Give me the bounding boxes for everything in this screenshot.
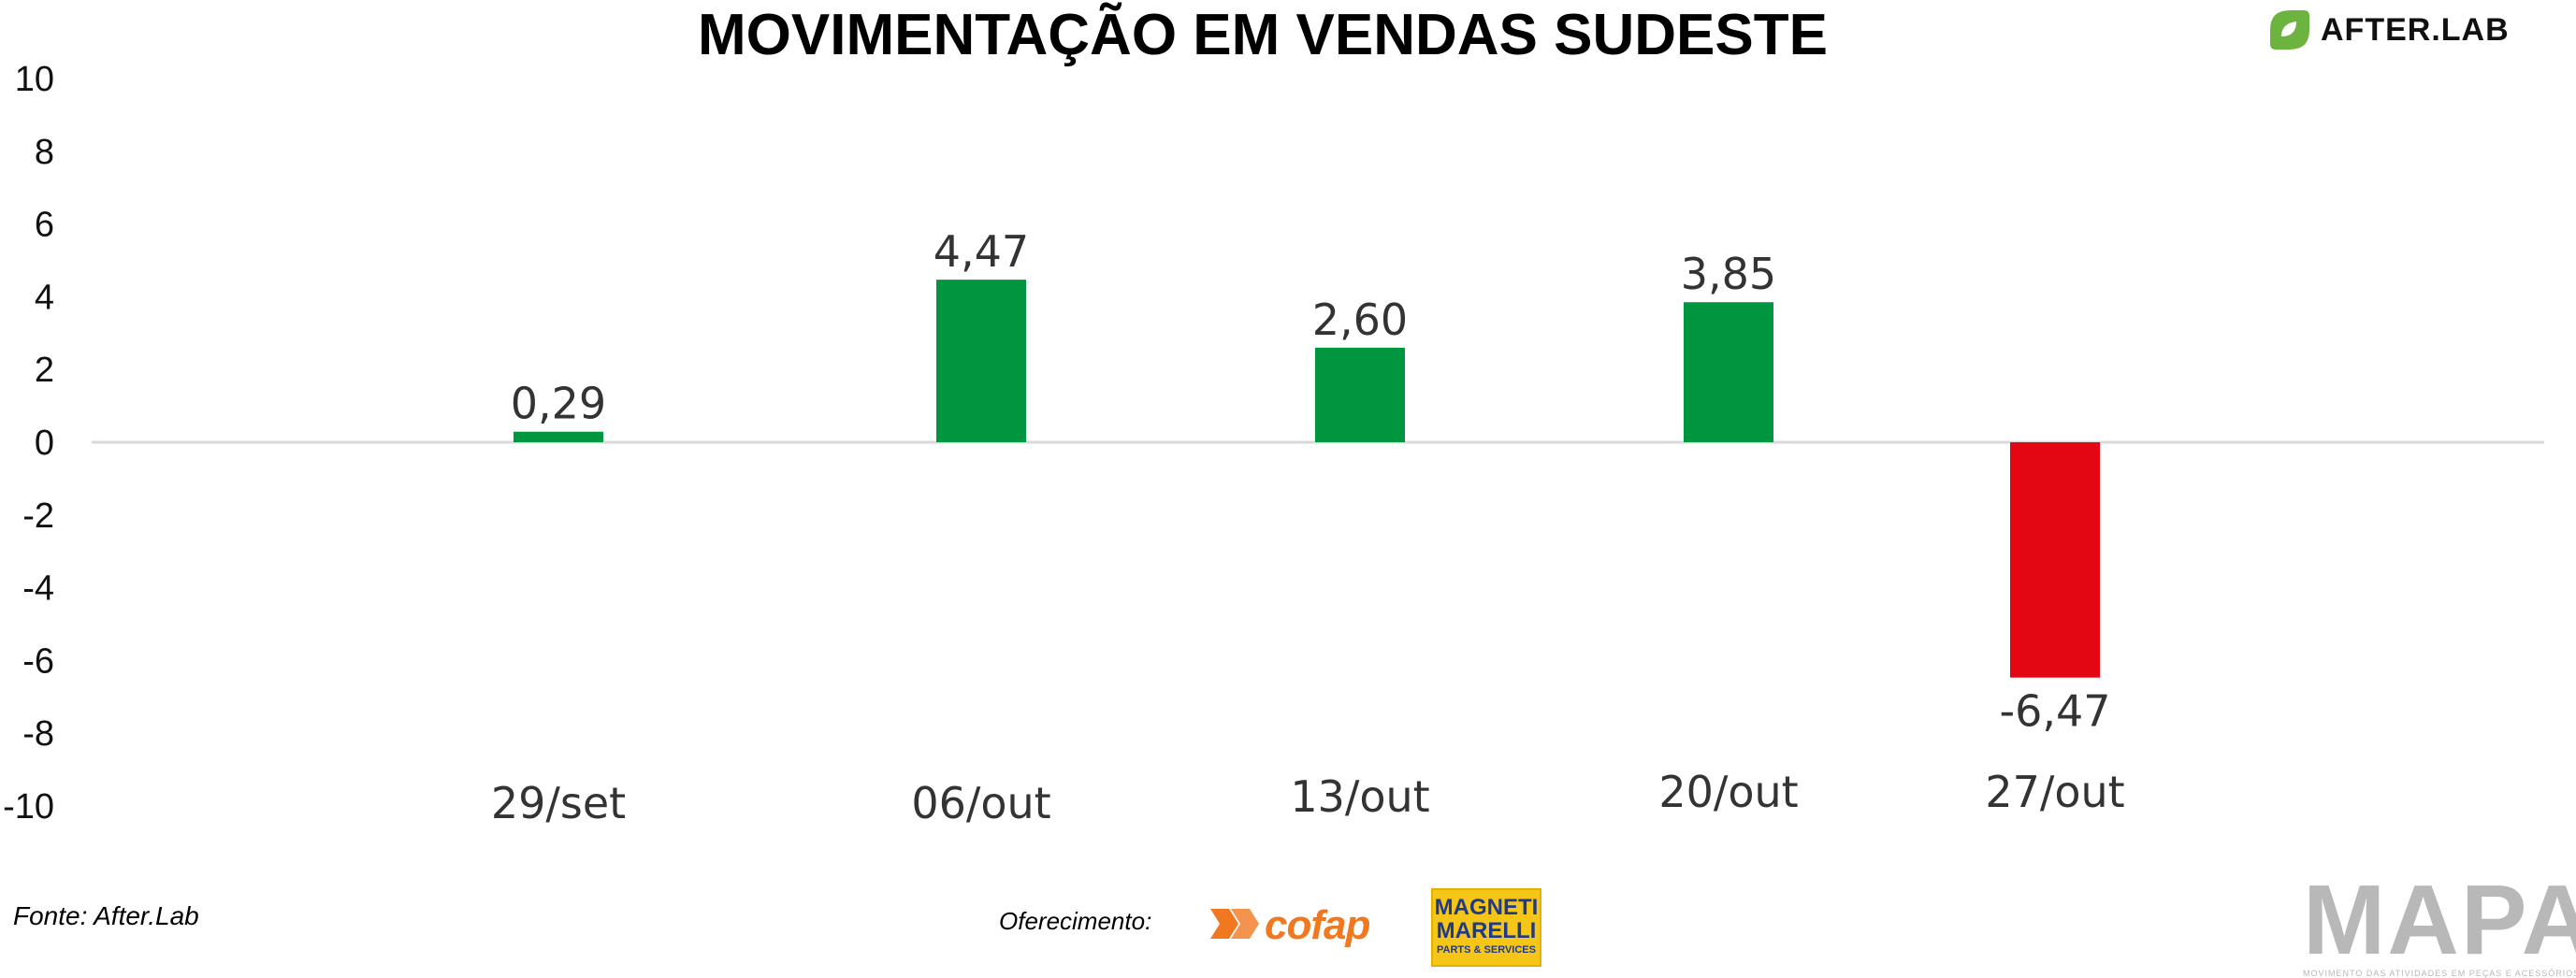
x-tick-label: 06/out: [911, 778, 1050, 828]
x-tick-label: 13/out: [1290, 771, 1429, 822]
y-tick-label: -8: [22, 714, 54, 754]
after-lab-logo: AFTER.LAB: [2268, 4, 2510, 56]
logo-text: AFTER.LAB: [2321, 11, 2510, 48]
y-tick-label: 10: [15, 60, 54, 99]
x-tick-label: 29/set: [491, 778, 626, 828]
sponsor-label: Oferecimento:: [999, 907, 1152, 935]
y-tick-label: 8: [35, 133, 54, 172]
y-tick-label: 0: [35, 424, 54, 463]
category-labels: 29/set 06/out 13/out 20/out 27/out: [491, 767, 2125, 828]
data-label: 2,60: [1312, 295, 1408, 345]
bar: [2010, 442, 2100, 678]
y-tick-label: -6: [22, 641, 54, 681]
magneti-marelli-subtitle: PARTS & SERVICES: [1437, 944, 1536, 956]
leaf-icon: [2268, 8, 2311, 51]
y-tick-label: -4: [22, 569, 54, 609]
magneti-marelli-logo: MAGNETI MARELLI PARTS & SERVICES: [1431, 888, 1541, 967]
mapa-logo: MAPA MOVIMENTO DAS ATIVIDADES EM PEÇAS E…: [2303, 865, 2576, 978]
data-label: -6,47: [1999, 686, 2110, 737]
bar: [514, 431, 603, 442]
y-axis-ticks: 10 8 6 4 2 0 -2 -4 -6 -8 -10: [3, 60, 54, 827]
bar: [1315, 347, 1405, 442]
y-tick-label: 4: [35, 278, 54, 317]
bar: [1684, 302, 1773, 442]
bar: [936, 280, 1026, 442]
y-tick-label: -10: [3, 787, 54, 827]
x-tick-label: 27/out: [1985, 767, 2124, 817]
data-label: 0,29: [511, 379, 606, 429]
y-tick-label: -2: [22, 496, 54, 536]
cofap-text: cofap: [1265, 902, 1370, 948]
magneti-marelli-text: MAGNETI MARELLI: [1434, 895, 1539, 943]
mapa-subtitle: MOVIMENTO DAS ATIVIDADES EM PEÇAS E ACES…: [2303, 969, 2576, 978]
x-tick-label: 20/out: [1658, 767, 1798, 817]
y-tick-label: 2: [35, 351, 54, 390]
source-note: Fonte: After.Lab: [13, 901, 199, 930]
bars: [514, 280, 2100, 678]
mapa-text: MAPA: [2303, 865, 2576, 975]
data-label: 3,85: [1681, 249, 1776, 299]
cofap-arrows-icon: [1208, 905, 1259, 947]
y-tick-label: 6: [35, 206, 54, 245]
chart-title: MOVIMENTAÇÃO EM VENDAS SUDESTE: [698, 3, 1828, 67]
data-label: 4,47: [933, 226, 1029, 277]
cofap-logo: cofap: [1208, 899, 1370, 952]
data-labels: 0,29 4,47 2,60 3,85 -6,47: [511, 226, 2111, 737]
